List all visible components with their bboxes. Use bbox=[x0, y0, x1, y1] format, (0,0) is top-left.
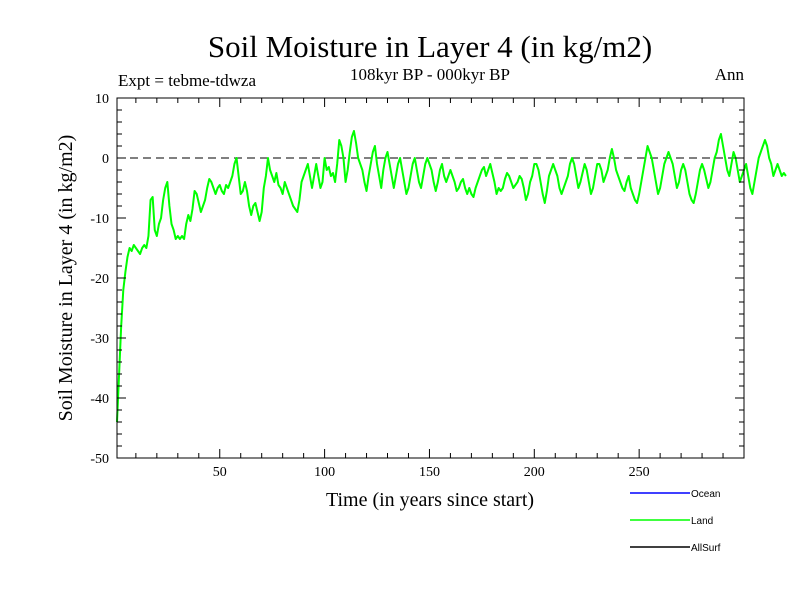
legend: Ocean Land AllSurf bbox=[630, 489, 721, 554]
x-tick-label: 250 bbox=[629, 465, 650, 480]
x-tick-label: 100 bbox=[314, 465, 335, 480]
y-tick-label: 10 bbox=[95, 92, 109, 107]
y-tick-label: 0 bbox=[102, 152, 109, 167]
series-line-land bbox=[116, 130, 787, 423]
series-layer bbox=[116, 130, 787, 423]
y-tick-label: -30 bbox=[90, 332, 109, 347]
y-tick-label: -40 bbox=[90, 392, 109, 407]
y-tick-label: -50 bbox=[90, 452, 109, 467]
y-tick-label: -20 bbox=[90, 272, 109, 287]
season-label: Ann bbox=[715, 65, 745, 84]
chart-subtitle: 108kyr BP - 000kyr BP bbox=[350, 65, 510, 84]
y-axis-label: Soil Moisture in Layer 4 (in kg/m2) bbox=[55, 135, 77, 422]
chart-title: Soil Moisture in Layer 4 (in kg/m2) bbox=[208, 29, 652, 64]
y-tick-label: -10 bbox=[90, 212, 109, 227]
x-tick-label: 150 bbox=[419, 465, 440, 480]
x-tick-label: 50 bbox=[213, 465, 227, 480]
x-tick-label: 200 bbox=[524, 465, 545, 480]
legend-label-allsurf: AllSurf bbox=[691, 543, 721, 554]
x-axis-label: Time (in years since start) bbox=[326, 489, 534, 511]
legend-label-ocean: Ocean bbox=[691, 489, 720, 500]
plot-frame bbox=[116, 97, 745, 459]
legend-label-land: Land bbox=[691, 516, 713, 527]
experiment-label: Expt = tebme-tdwza bbox=[118, 71, 256, 90]
